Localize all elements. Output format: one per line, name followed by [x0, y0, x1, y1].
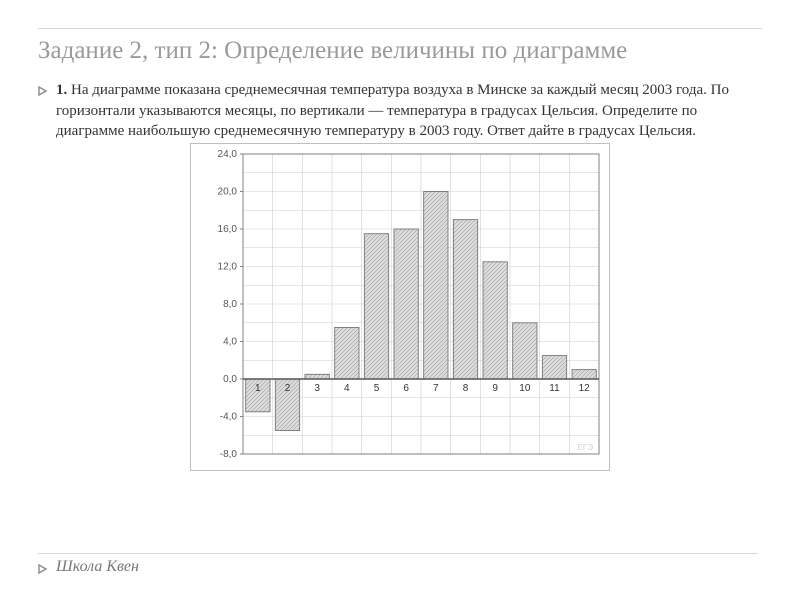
title-rule: [38, 28, 762, 29]
svg-text:3: 3: [314, 383, 320, 394]
svg-text:0,0: 0,0: [223, 374, 237, 385]
footer: Школа Квен: [38, 553, 758, 576]
footer-rule: [38, 553, 758, 554]
svg-text:24,0: 24,0: [218, 149, 238, 160]
svg-text:-8,0: -8,0: [220, 449, 238, 460]
svg-text:12,0: 12,0: [218, 262, 238, 273]
school-name: Школа Квен: [56, 558, 139, 576]
chart-container: -8,0-4,00,04,08,012,016,020,024,01234567…: [38, 143, 762, 471]
bullet-icon: [38, 80, 56, 96]
svg-text:16,0: 16,0: [218, 224, 238, 235]
problem-lead: 1.: [56, 82, 67, 98]
problem-block: 1. На диаграмме показана среднемесячная …: [38, 80, 762, 141]
svg-text:8: 8: [463, 383, 469, 394]
svg-text:11: 11: [549, 383, 560, 394]
svg-text:2: 2: [285, 383, 291, 394]
temperature-chart: -8,0-4,00,04,08,012,016,020,024,01234567…: [190, 143, 610, 471]
page-title: Задание 2, тип 2: Определение величины п…: [38, 35, 762, 66]
svg-text:8,0: 8,0: [223, 299, 237, 310]
svg-text:1: 1: [255, 383, 261, 394]
svg-text:7: 7: [433, 383, 439, 394]
bullet-icon: [38, 560, 56, 574]
svg-text:12: 12: [579, 383, 591, 394]
svg-text:-4,0: -4,0: [220, 412, 238, 423]
svg-text:6: 6: [403, 383, 409, 394]
svg-text:10: 10: [519, 383, 531, 394]
problem-text: 1. На диаграмме показана среднемесячная …: [56, 80, 762, 141]
svg-text:4: 4: [344, 383, 350, 394]
svg-text:ЕГЭ: ЕГЭ: [578, 443, 594, 452]
problem-body: На диаграмме показана среднемесячная тем…: [56, 82, 729, 139]
svg-text:5: 5: [374, 383, 380, 394]
svg-text:9: 9: [492, 383, 498, 394]
svg-text:20,0: 20,0: [218, 187, 238, 198]
svg-text:4,0: 4,0: [223, 337, 237, 348]
